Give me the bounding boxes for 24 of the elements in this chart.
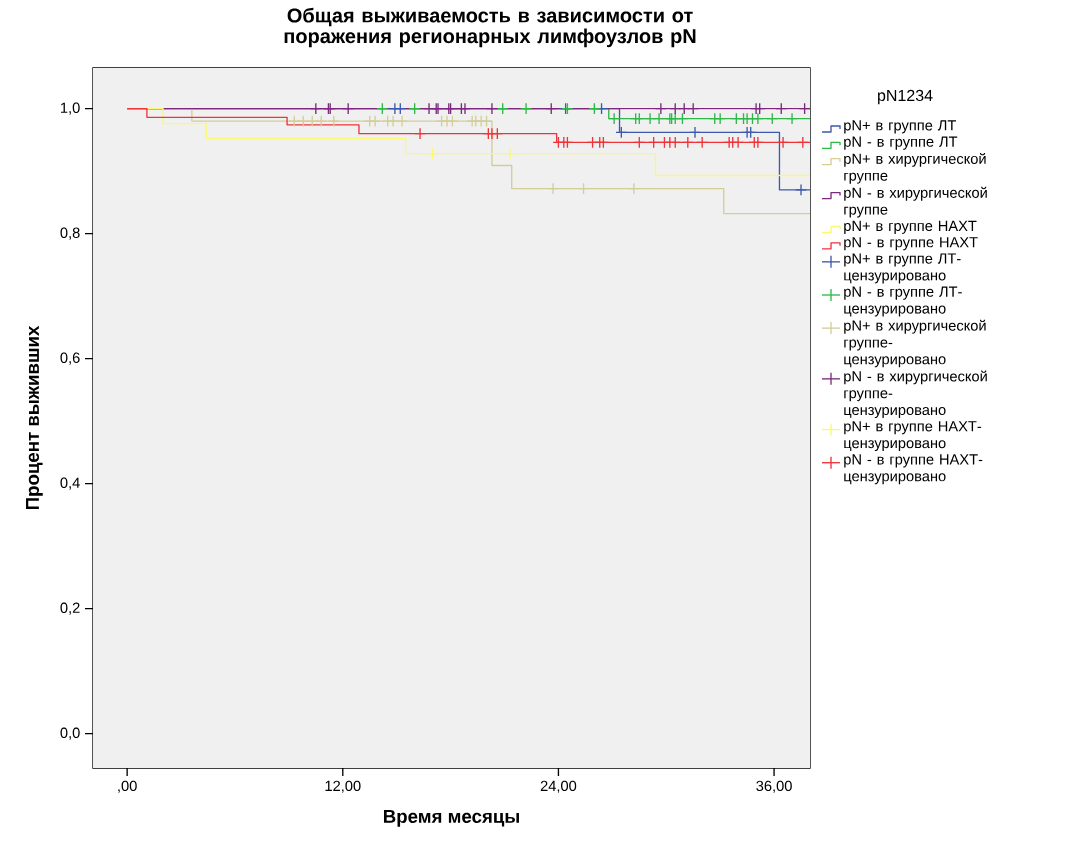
y-tick-label: 1,0 [61,102,80,115]
legend-label: pN+ в группе ЛТ-цензурировано [844,253,961,284]
legend-label: pN - в группе НАХТ [844,237,978,251]
legend-label: pN - в группе НАХТ-цензурировано [844,454,983,485]
legend-label: pN - в группе ЛТ [844,136,958,150]
legend-label: pN+ в группе ЛТ [844,120,956,134]
x-tick-label: ,00 [118,780,137,793]
y-tick-label: 0,0 [60,727,80,740]
y-tick-label: 0,8 [60,227,80,240]
chart-title: Общая выживаемость в зависимости от поражения регионарных лимфоузлов pN [284,7,696,48]
legend-label: pN+ в группе НАХТ [844,220,977,234]
x-tick-label: 24,00 [540,780,577,793]
legend-label: pN - в группе ЛТ-цензурировано [844,286,962,317]
y-tick-label: 0,4 [60,477,80,490]
y-tick-label: 0,2 [60,602,80,615]
legend-label: pN - в хирургической группе [844,186,987,218]
y-tick-label: 0,6 [60,352,80,365]
x-tick-label: 12,00 [325,780,361,793]
legend-title: pN1234 [878,89,933,105]
x-tick-label: 36,00 [756,780,792,793]
x-axis-title: Время месяцы [383,809,519,827]
legend-label: pN+ в хирургической группе [844,152,986,184]
y-axis-title: Процент выживших [26,325,43,510]
legend-label: pN+ в группе НАХТ-цензурировано [844,421,982,452]
